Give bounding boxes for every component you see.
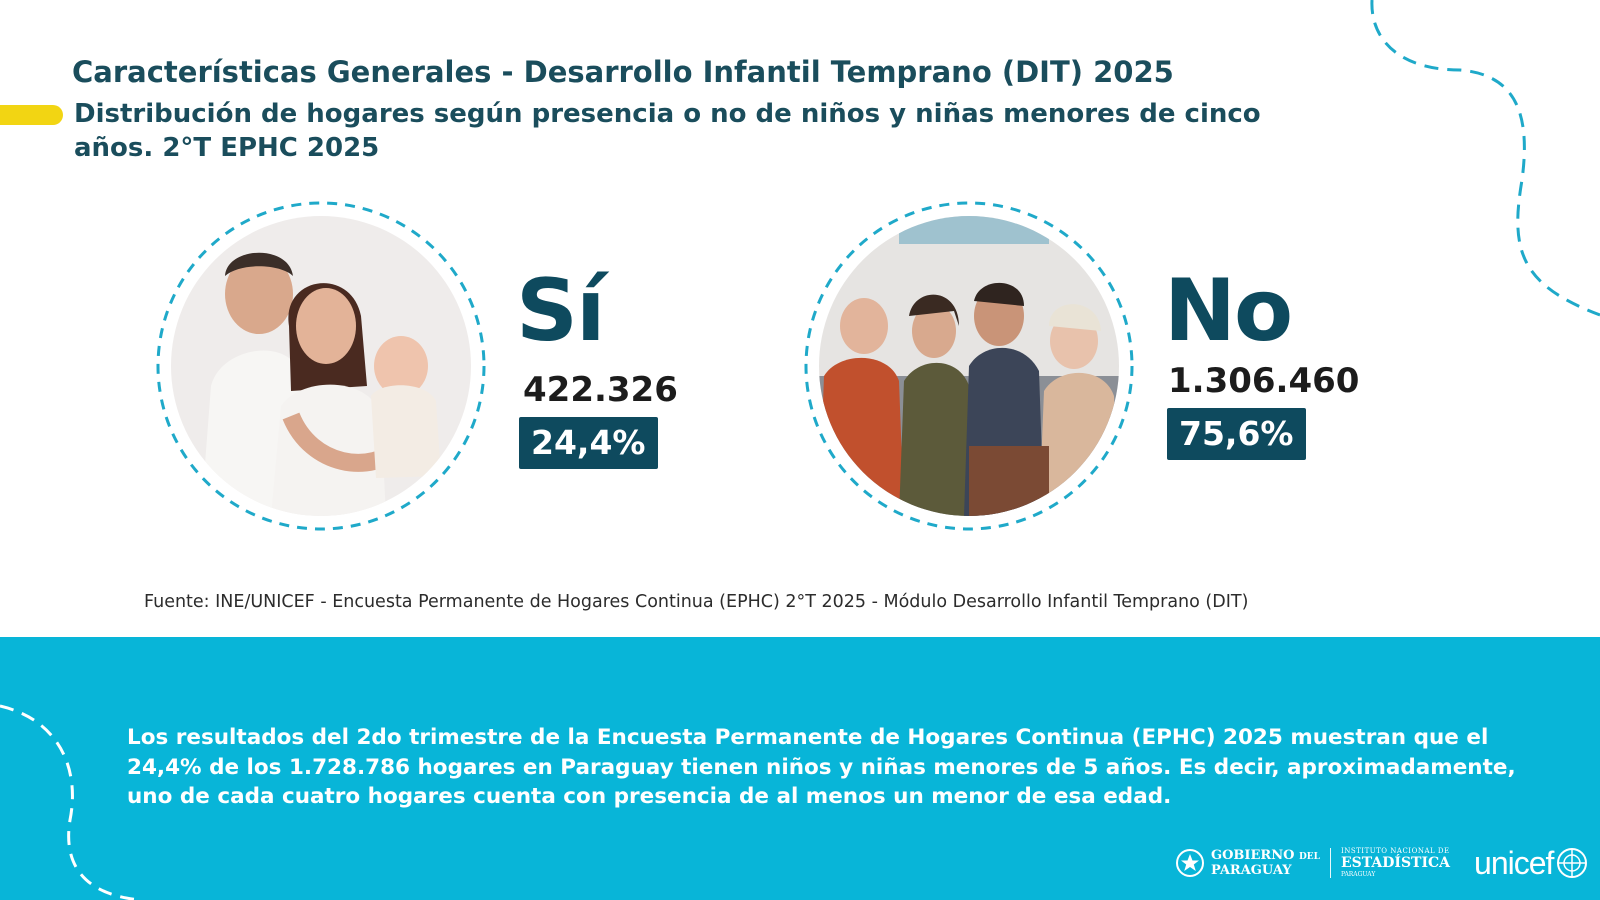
gov-line2: PARAGUAY <box>1211 862 1292 878</box>
yes-count: 422.326 <box>523 370 678 410</box>
paraguay-emblem-icon <box>1176 849 1204 877</box>
ine-line2: ESTADÍSTICA <box>1340 855 1451 871</box>
yes-label: Sí <box>516 261 605 361</box>
family-with-baby-photo <box>171 216 471 516</box>
ine-logo: INSTITUTO NACIONAL DE ESTADÍSTICA PARAGU… <box>1341 847 1450 879</box>
page-subtitle: Distribución de hogares según presencia … <box>74 99 1261 163</box>
accent-pill <box>0 105 63 125</box>
adult-family-on-sofa-photo <box>819 216 1119 516</box>
summary-text: Los resultados del 2do trimestre de la E… <box>127 725 1516 809</box>
no-count: 1.306.460 <box>1168 361 1360 401</box>
unicef-globe-icon <box>1557 848 1588 878</box>
summary-band <box>0 637 1600 900</box>
gobierno-paraguay-logo: GOBIERNO DEL PARAGUAY <box>1175 848 1320 878</box>
gov-line1: GOBIERNO <box>1211 847 1295 863</box>
yes-photo-circle <box>153 198 489 534</box>
source-note: Fuente: INE/UNICEF - Encuesta Permanente… <box>144 592 1249 612</box>
ine-line1: INSTITUTO NACIONAL DE <box>1340 847 1450 855</box>
logo-separator <box>1329 848 1331 878</box>
yes-percent-badge: 24,4% <box>519 417 658 469</box>
no-label: No <box>1164 261 1293 361</box>
unicef-logo: unicef <box>1474 846 1589 880</box>
no-photo-circle <box>801 198 1137 534</box>
page-title: Características Generales - Desarrollo I… <box>72 55 1174 89</box>
unicef-wordmark: unicef <box>1474 845 1554 881</box>
gov-del: DEL <box>1298 851 1320 862</box>
no-percent-badge: 75,6% <box>1167 408 1306 460</box>
ine-line3: PARAGUAY <box>1340 871 1376 878</box>
logos-footer: GOBIERNO DEL PARAGUAY INSTITUTO NACIONAL… <box>1175 840 1589 886</box>
